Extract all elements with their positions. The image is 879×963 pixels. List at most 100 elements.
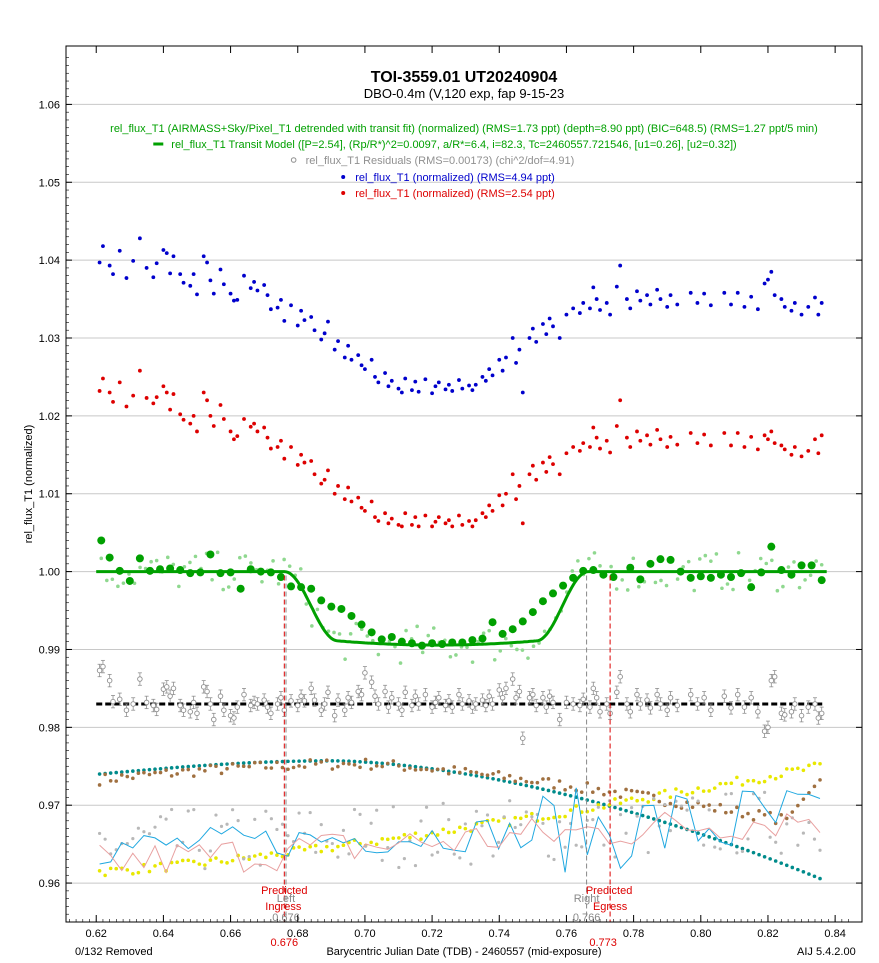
red-point	[571, 445, 576, 449]
brown-point	[740, 814, 745, 819]
blue-point	[594, 297, 599, 301]
yellow-point	[524, 814, 529, 819]
yellow-point	[663, 788, 667, 793]
yellow-point	[131, 872, 135, 876]
red-point	[648, 442, 653, 447]
red-point	[668, 434, 673, 439]
brown-point	[579, 790, 584, 794]
blue-point	[416, 389, 421, 394]
teal-point	[563, 792, 567, 797]
teal-point	[585, 798, 590, 802]
residual-point	[268, 710, 274, 717]
residual-point	[415, 701, 422, 707]
red-point	[322, 477, 327, 482]
blue-point	[551, 324, 555, 329]
detrended-unbinned-point	[764, 561, 769, 566]
yellow-point	[574, 804, 578, 808]
teal-point	[679, 825, 684, 830]
gray-point	[136, 826, 140, 830]
gray-point	[807, 820, 811, 825]
teal-point	[297, 759, 301, 763]
detrended-unbinned-point	[238, 555, 242, 560]
red-point	[208, 413, 213, 418]
blue-point	[443, 387, 448, 392]
gray-point	[286, 834, 290, 838]
brown-point	[164, 768, 168, 772]
red-point	[742, 445, 747, 449]
yellow-point	[147, 869, 152, 874]
yellow-point	[552, 815, 556, 820]
binned-point	[206, 550, 215, 559]
residual-point	[520, 735, 526, 741]
red-point	[386, 521, 391, 526]
red-point	[722, 431, 727, 435]
binned-point	[115, 566, 124, 575]
yellow-point	[602, 806, 606, 810]
detrended-unbinned-point	[138, 565, 142, 570]
gray-point	[352, 807, 357, 812]
yellow-point	[657, 791, 662, 795]
binned-point	[549, 589, 558, 598]
blue-point	[628, 306, 633, 311]
teal-point	[136, 768, 141, 773]
red-point	[154, 395, 159, 400]
brown-point	[541, 777, 545, 781]
gray-point	[812, 837, 817, 841]
teal-point	[236, 761, 240, 766]
blue-point	[819, 301, 824, 305]
teal-point	[142, 768, 146, 772]
yellow-point	[413, 831, 418, 835]
detrended-unbinned-point	[149, 559, 153, 564]
red-point	[101, 376, 105, 381]
teal-point	[313, 759, 318, 763]
brown-point	[518, 776, 523, 781]
gray-point	[580, 845, 584, 849]
detrended-unbinned-point	[420, 650, 425, 655]
brown-point	[668, 801, 673, 806]
teal-point	[286, 759, 290, 764]
red-point	[450, 524, 455, 529]
red-point	[164, 390, 169, 395]
red-point	[332, 491, 337, 496]
residual-point	[234, 704, 241, 710]
binned-point	[589, 566, 598, 575]
red-point	[557, 472, 562, 477]
series-layer	[96, 236, 827, 745]
teal-point	[591, 799, 595, 804]
gray-point	[375, 808, 379, 812]
brown-point	[153, 770, 157, 775]
blue-point	[695, 301, 700, 305]
detrended-unbinned-point	[282, 557, 286, 562]
blue-point	[235, 297, 240, 302]
binned-point	[458, 638, 467, 647]
brown-point	[369, 767, 373, 771]
binned-point	[559, 581, 568, 590]
residual-point	[288, 698, 294, 704]
brown-point	[507, 773, 512, 778]
brown-point	[513, 779, 518, 784]
blue-point	[161, 248, 166, 252]
red-point	[299, 452, 304, 457]
residual-point	[164, 684, 170, 690]
gray-point	[469, 862, 473, 866]
blue-point	[769, 269, 774, 274]
residual-point	[436, 694, 442, 701]
yellow-point	[624, 798, 628, 802]
y-tick-label: 1.06	[39, 99, 60, 111]
binned-point	[488, 618, 497, 627]
binned-point	[256, 567, 265, 576]
teal-point	[203, 763, 207, 768]
gray-point	[552, 857, 556, 862]
detrended-unbinned-point	[714, 552, 719, 556]
blue-point	[668, 293, 673, 298]
residual-point	[614, 689, 620, 696]
blue-point	[813, 295, 817, 300]
auxiliary-curves	[97, 757, 822, 881]
blue-point	[581, 301, 586, 305]
binned-point	[176, 566, 185, 575]
red-point	[460, 522, 465, 527]
egress-marker-label: Egress	[593, 901, 628, 913]
blue-point	[144, 266, 149, 270]
teal-point	[114, 770, 119, 775]
gray-point	[424, 805, 429, 809]
